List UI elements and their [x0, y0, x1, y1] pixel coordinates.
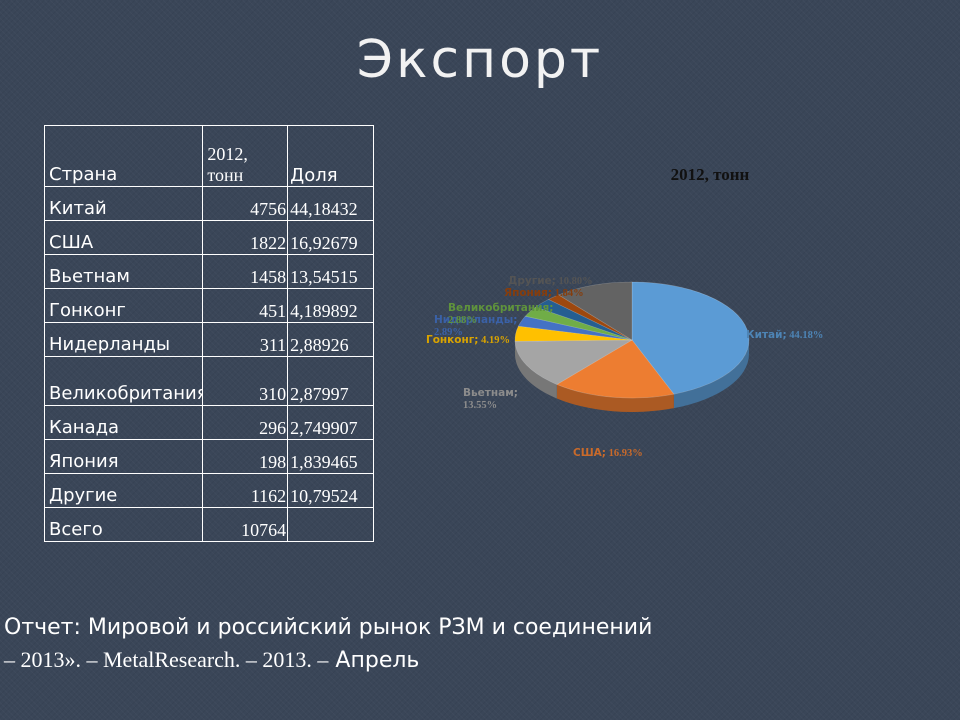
pie-side-США [556, 384, 674, 412]
cell-share: 2,749907 [287, 405, 374, 440]
cell-share: 13,54515 [287, 254, 374, 289]
cell-share: 2,88926 [287, 322, 374, 357]
pie-slice-США [556, 339, 675, 399]
table-row: Всего 10764 [43, 507, 374, 542]
cell-tonnes: 1822 [202, 220, 289, 255]
cell-tonnes: 311 [202, 322, 289, 357]
header-share: Доля [287, 125, 374, 187]
cell-share: 16,92679 [287, 220, 374, 255]
cell-share [287, 507, 374, 542]
cell-share: 44,18432 [287, 186, 374, 221]
cell-country: Другие [43, 473, 204, 508]
header-country: Страна [43, 125, 204, 187]
table-row: Канада 296 2,749907 [43, 405, 374, 440]
table-row: Вьетнам 1458 13,54515 [43, 254, 374, 289]
pie-slice-Великобритания [524, 306, 633, 341]
pie-label-Нидерланды: Нидерланды; 2.89% [434, 314, 517, 338]
cell-tonnes: 4756 [202, 186, 289, 221]
cell-share: 10,79524 [287, 473, 374, 508]
cell-tonnes: 198 [202, 439, 289, 474]
cell-tonnes: 451 [202, 288, 289, 323]
header-tonnes: 2012, тонн [202, 125, 289, 187]
cell-country: Вьетнам [43, 254, 204, 289]
pie-chart: Китай; 44.18% США; 16.93% Вьетнам; 13.55% Го… [426, 275, 823, 459]
pie-slice-Гонконг [514, 325, 633, 342]
cell-tonnes: 10764 [202, 507, 289, 542]
cell-country: Нидерланды [43, 322, 204, 357]
cell-country: Китай [43, 186, 204, 221]
source-note: Отчет: Мировой и российский рынок РЗМ и … [4, 612, 944, 677]
cell-country: Всего [43, 507, 204, 542]
cell-country: Канада [43, 405, 204, 440]
cell-country: Япония [43, 439, 204, 474]
pie-label-Гонконг: Гонконг; 4.19% [426, 334, 510, 346]
export-table-body: Страна 2012, тонн Доля Китай 4756 44,18432… [43, 125, 374, 542]
table-row: Япония 198 1,839465 [43, 439, 374, 474]
pie-label-Великобритания: Великобритания; 2.88% [448, 302, 553, 326]
cell-tonnes: 1162 [202, 473, 289, 508]
pie-side-Китай [673, 340, 749, 409]
pie-slice-Другие [557, 281, 633, 341]
pie-slice-Нидерланды [517, 315, 633, 341]
pie-slice-Китай [631, 281, 750, 395]
cell-share: 2,87997 [287, 356, 374, 406]
table-row: Другие 1162 10,79524 [43, 473, 374, 508]
pie-sides [515, 340, 749, 412]
table-row: Гонконг 451 4,189892 [43, 288, 374, 323]
export-table: Страна 2012, тонн Доля Китай 4756 44,18432… [43, 125, 374, 542]
pie-label-США: США; 16.93% [573, 447, 643, 459]
pie-label-Китай: Китай; 44.18% [746, 329, 823, 341]
pie-slice-Япония [547, 294, 633, 341]
source-line-1: Отчет: Мировой и российский рынок РЗМ и … [4, 615, 653, 640]
cell-share: 4,189892 [287, 288, 374, 323]
pie-side-Вьетнам [515, 341, 557, 399]
pie-label-Другие: Другие; 10.80% [508, 275, 593, 287]
source-line-2: – 2013». – MetalResearch. – 2013. – Апре… [4, 644, 944, 677]
source-line-2-a: – 2013». – MetalResearch. – 2013. – [4, 647, 329, 672]
cell-country: Великобритания [43, 356, 204, 406]
slide-title: Экспорт [356, 30, 604, 90]
cell-country: Гонконг [43, 288, 204, 323]
cell-tonnes: 296 [202, 405, 289, 440]
cell-tonnes: 310 [202, 356, 289, 406]
table-row: США 1822 16,92679 [43, 220, 374, 255]
pie-label-Япония: Япония; 1.84% [504, 287, 584, 299]
table-row: Великобритания 310 2,87997 [43, 356, 374, 406]
cell-tonnes: 1458 [202, 254, 289, 289]
chart-title: 2012, тонн [670, 165, 750, 184]
table-header-row: Страна 2012, тонн Доля [43, 125, 374, 187]
table-row: Нидерланды 311 2,88926 [43, 322, 374, 357]
pie-label-Вьетнам: Вьетнам; 13.55% [463, 387, 518, 411]
pie-slice-Канада [535, 299, 633, 341]
cell-share: 1,839465 [287, 439, 374, 474]
table-row: Китай 4756 44,18432 [43, 186, 374, 221]
pie-slice-Вьетнам [514, 339, 634, 385]
cell-country: США [43, 220, 204, 255]
source-line-2-b: Апрель [328, 648, 420, 673]
